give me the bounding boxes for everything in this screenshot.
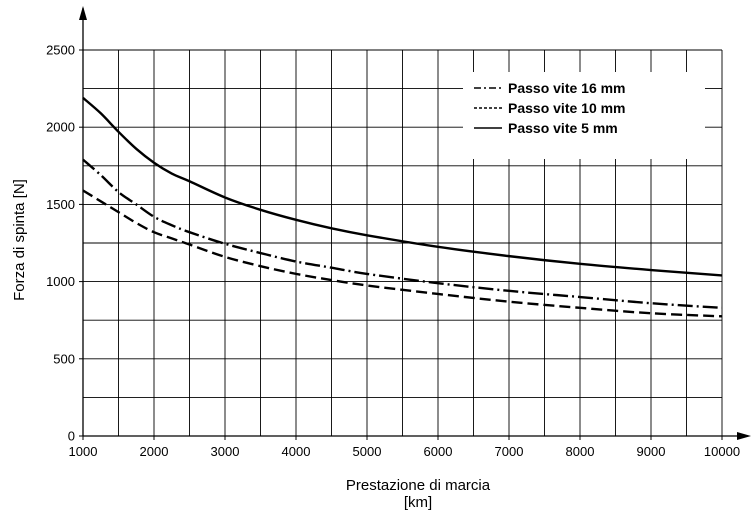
legend-label-passo-vite-10-mm: Passo vite 10 mm bbox=[508, 100, 626, 116]
y-tick-label: 500 bbox=[53, 351, 75, 366]
legend-box bbox=[463, 72, 705, 159]
x-tick-label: 10000 bbox=[704, 444, 740, 459]
x-tick-label: 3000 bbox=[211, 444, 240, 459]
y-tick-label: 0 bbox=[68, 429, 75, 444]
tick-labels: 1000 2000 3000 4000 5000 6000 7000 8000 9000 1000… bbox=[46, 43, 740, 460]
y-tick-label: 1000 bbox=[46, 274, 75, 289]
x-tick-label: 2000 bbox=[140, 444, 169, 459]
x-tick-label: 6000 bbox=[424, 444, 453, 459]
x-axis-title: Prestazione di marcia bbox=[346, 477, 491, 494]
x-tick-label: 8000 bbox=[566, 444, 595, 459]
series-line-passo-vite-10-mm bbox=[82, 189, 723, 318]
y-axis-arrow bbox=[79, 6, 87, 20]
x-tick-label: 9000 bbox=[637, 444, 666, 459]
legend-label-passo-vite-16-mm: Passo vite 16 mm bbox=[508, 80, 626, 96]
y-tick-label: 1500 bbox=[46, 197, 75, 212]
x-tick-label: 4000 bbox=[282, 444, 311, 459]
x-tick-label: 1000 bbox=[69, 444, 98, 459]
legend-label-passo-vite-5-mm: Passo vite 5 mm bbox=[508, 120, 618, 136]
x-axis-unit: [km] bbox=[404, 494, 432, 511]
x-axis-arrow bbox=[737, 432, 751, 440]
series-line-passo-vite-5-mm bbox=[82, 96, 723, 277]
series-lines bbox=[82, 96, 723, 318]
axes bbox=[79, 6, 751, 440]
y-tick-label: 2000 bbox=[46, 120, 75, 135]
series-line-passo-vite-16-mm bbox=[82, 158, 723, 310]
y-tick-label: 2500 bbox=[46, 43, 75, 58]
y-axis-title: Forza di spinta [N] bbox=[11, 179, 28, 301]
x-tick-label: 5000 bbox=[353, 444, 382, 459]
legend: Passo vite 16 mm Passo vite 10 mm Passo vi… bbox=[463, 72, 705, 159]
x-tick-label: 7000 bbox=[495, 444, 524, 459]
